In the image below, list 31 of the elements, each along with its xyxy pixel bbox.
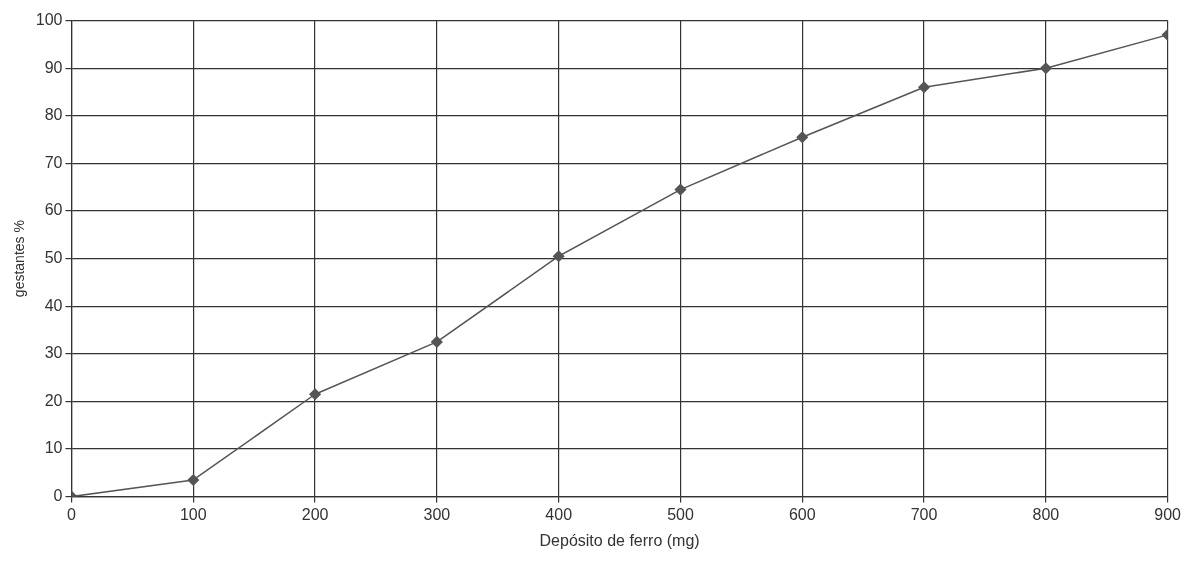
x-tick-label: 600 (788, 505, 816, 523)
x-tick-label: 500 (667, 505, 694, 523)
y-tick-label: 90 (44, 58, 63, 76)
y-tick-label: 60 (44, 201, 63, 219)
x-tick-label: 900 (1154, 505, 1182, 523)
y-tick-label: 70 (44, 153, 63, 171)
point (674, 183, 687, 196)
point (918, 81, 930, 93)
x-tick-label: 300 (423, 505, 451, 523)
y-tick-label: 80 (44, 106, 63, 124)
y-tick-label: 20 (44, 391, 63, 409)
y-tick-label: 10 (44, 439, 63, 457)
x-tick-label: 400 (545, 505, 573, 523)
x-tick-label: 800 (1032, 505, 1060, 523)
y-tick-label: 100 (35, 11, 63, 29)
point (552, 250, 565, 262)
point (309, 388, 321, 401)
point (796, 131, 809, 143)
x-tick-label: 200 (301, 505, 329, 523)
x-tick-label: 700 (910, 505, 938, 523)
y-tick-label: 50 (44, 249, 63, 267)
x-tick-label: 100 (179, 505, 207, 523)
point (1040, 62, 1052, 74)
y-tick-label: 0 (53, 487, 63, 505)
y-tick-label: 40 (44, 296, 63, 314)
point (187, 474, 200, 486)
x-axis-title: Depósito de ferro (mg) (539, 531, 700, 549)
x-tick-label: 0 (67, 505, 77, 523)
y-tick-label: 30 (44, 344, 63, 362)
y-axis-title: gestantes % (11, 220, 28, 298)
point (431, 336, 443, 348)
